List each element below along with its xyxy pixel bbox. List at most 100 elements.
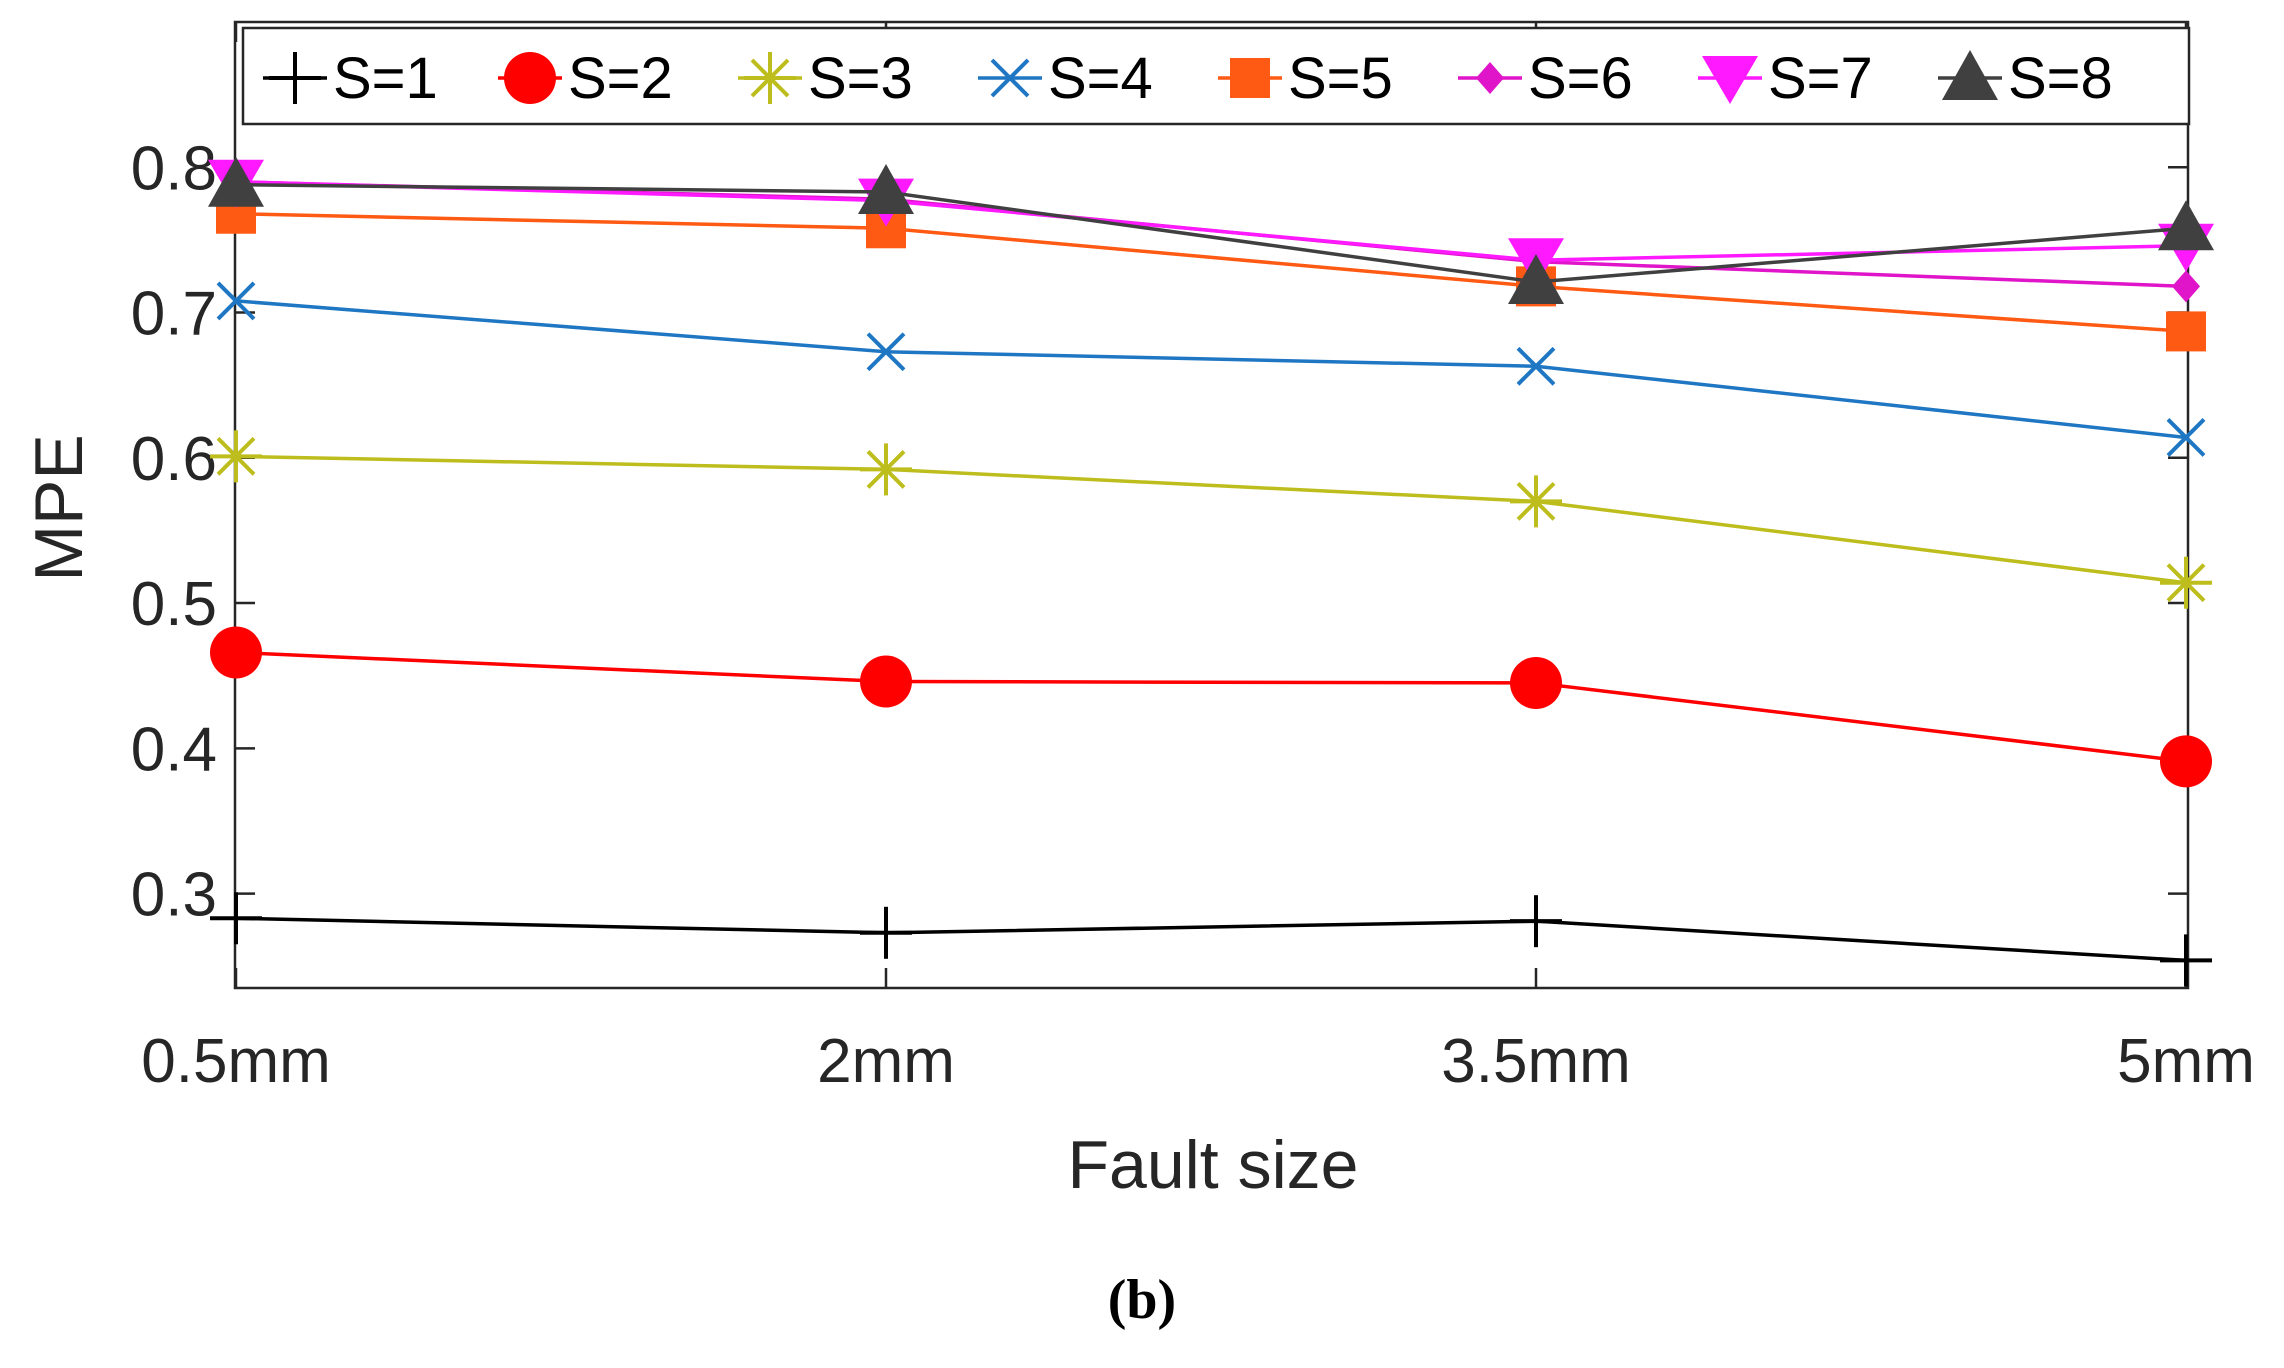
marker-shape xyxy=(858,163,914,214)
y-tick-label: 0.6 xyxy=(131,425,217,494)
data-point xyxy=(210,430,262,483)
marker-shape xyxy=(2158,200,2214,251)
marker-stroke xyxy=(216,436,256,476)
legend-entry-S7: S=7 xyxy=(1698,46,1873,111)
plot-frame-box xyxy=(233,20,2190,990)
marker-shape xyxy=(2166,311,2206,352)
legend-marker xyxy=(1476,62,1504,94)
series-S1 xyxy=(210,892,2212,987)
legend-label: S=4 xyxy=(1048,46,1153,111)
data-point xyxy=(1510,656,1562,709)
y-tick-label: 0.3 xyxy=(131,861,217,930)
legend-box xyxy=(241,26,2191,126)
legend-entry-S2: S=2 xyxy=(498,46,673,111)
series-S2 xyxy=(210,626,2212,788)
legend-marker xyxy=(990,58,1030,98)
legend-label: S=2 xyxy=(568,46,673,111)
marker-stroke xyxy=(2166,563,2206,603)
marker-shape xyxy=(2160,735,2212,788)
legend-entry-S4: S=4 xyxy=(978,46,1153,111)
marker-shape xyxy=(1942,50,1998,100)
marker-shape xyxy=(1508,254,1564,305)
legend-marker xyxy=(269,52,321,104)
marker-shape xyxy=(210,626,262,679)
y-tick-label: 0.7 xyxy=(131,280,217,349)
series-line xyxy=(235,180,2187,262)
legend-marker xyxy=(1702,56,1758,104)
data-point xyxy=(2166,418,2206,457)
data-point xyxy=(210,892,262,945)
legend-marker xyxy=(1942,50,1998,100)
y-tick-label: 0.8 xyxy=(131,134,217,203)
series-line xyxy=(235,211,2187,334)
y-tick-label: 0.5 xyxy=(131,570,217,639)
data-point xyxy=(2172,270,2200,303)
marker-shape xyxy=(1510,656,1562,709)
data-point xyxy=(208,156,264,207)
data-point xyxy=(1510,895,1562,948)
x-tick-label: 3.5mm xyxy=(1441,1027,1630,1096)
x-tick-label: 2mm xyxy=(817,1027,955,1096)
data-point xyxy=(1516,346,1556,386)
x-tick-label: 0.5mm xyxy=(141,1027,330,1096)
legend-entry-S6: S=6 xyxy=(1458,46,1633,111)
data-point xyxy=(858,163,914,214)
y-tick-label: 0.4 xyxy=(131,715,217,784)
series-line xyxy=(235,299,2187,440)
marker-shape xyxy=(1230,58,1270,98)
data-point xyxy=(1508,254,1564,305)
data-point xyxy=(1510,475,1562,528)
marker-stroke xyxy=(216,281,256,321)
data-point xyxy=(860,443,912,496)
marker-stroke xyxy=(1516,481,1556,521)
marker-shape xyxy=(504,52,556,104)
legend: S=1 S=2 S=3 S=4 S=5 S=6 S=7 S=8 xyxy=(241,26,2191,126)
marker-shape xyxy=(2172,270,2200,303)
data-point xyxy=(866,332,906,372)
series-S8 xyxy=(208,156,2214,305)
series-line xyxy=(235,454,2187,585)
x-tick-label: 5mm xyxy=(2117,1027,2255,1096)
series-S4 xyxy=(216,281,2206,457)
data-point xyxy=(2166,311,2206,352)
marker-stroke xyxy=(866,449,906,489)
data-point xyxy=(216,281,256,321)
plot-area xyxy=(233,20,2190,990)
legend-label: S=1 xyxy=(333,46,438,111)
legend-label: S=8 xyxy=(2008,46,2113,111)
series-line xyxy=(235,650,2187,764)
y-axis-title: MPE xyxy=(21,434,97,581)
x-axis-title: Fault size xyxy=(1068,1127,1359,1203)
marker-shape xyxy=(1702,56,1758,104)
legend-entry-S1: S=1 xyxy=(263,46,438,111)
marker-shape xyxy=(860,655,912,708)
data-point xyxy=(210,626,262,679)
marker-shape xyxy=(1476,62,1504,94)
series-S3 xyxy=(210,430,2212,609)
marker-stroke xyxy=(2166,418,2206,457)
legend-label: S=3 xyxy=(808,46,913,111)
legend-label: S=5 xyxy=(1288,46,1393,111)
marker-stroke xyxy=(866,332,906,372)
series-line xyxy=(235,916,2187,963)
legend-label: S=6 xyxy=(1528,46,1633,111)
series-layer xyxy=(208,156,2214,987)
marker-stroke xyxy=(1516,346,1556,386)
legend-entry-S5: S=5 xyxy=(1218,46,1393,111)
data-point xyxy=(2158,200,2214,251)
legend-entry-S3: S=3 xyxy=(738,46,913,111)
y-axis-ticks: 0.3 0.4 0.5 0.6 0.7 0.8 xyxy=(131,134,2188,930)
series-line xyxy=(235,182,2187,284)
x-axis-ticks: 0.5mm 2mm 3.5mm 5mm xyxy=(141,22,2255,1096)
legend-marker xyxy=(1230,58,1270,98)
marker-shape xyxy=(208,156,264,207)
marker-stroke xyxy=(750,58,790,98)
data-point xyxy=(2160,735,2212,788)
data-point xyxy=(2160,934,2212,987)
legend-marker xyxy=(504,52,556,104)
figure-caption: (b) xyxy=(1108,1269,1176,1331)
legend-label: S=7 xyxy=(1768,46,1873,111)
data-point xyxy=(860,655,912,708)
data-point xyxy=(2160,556,2212,609)
